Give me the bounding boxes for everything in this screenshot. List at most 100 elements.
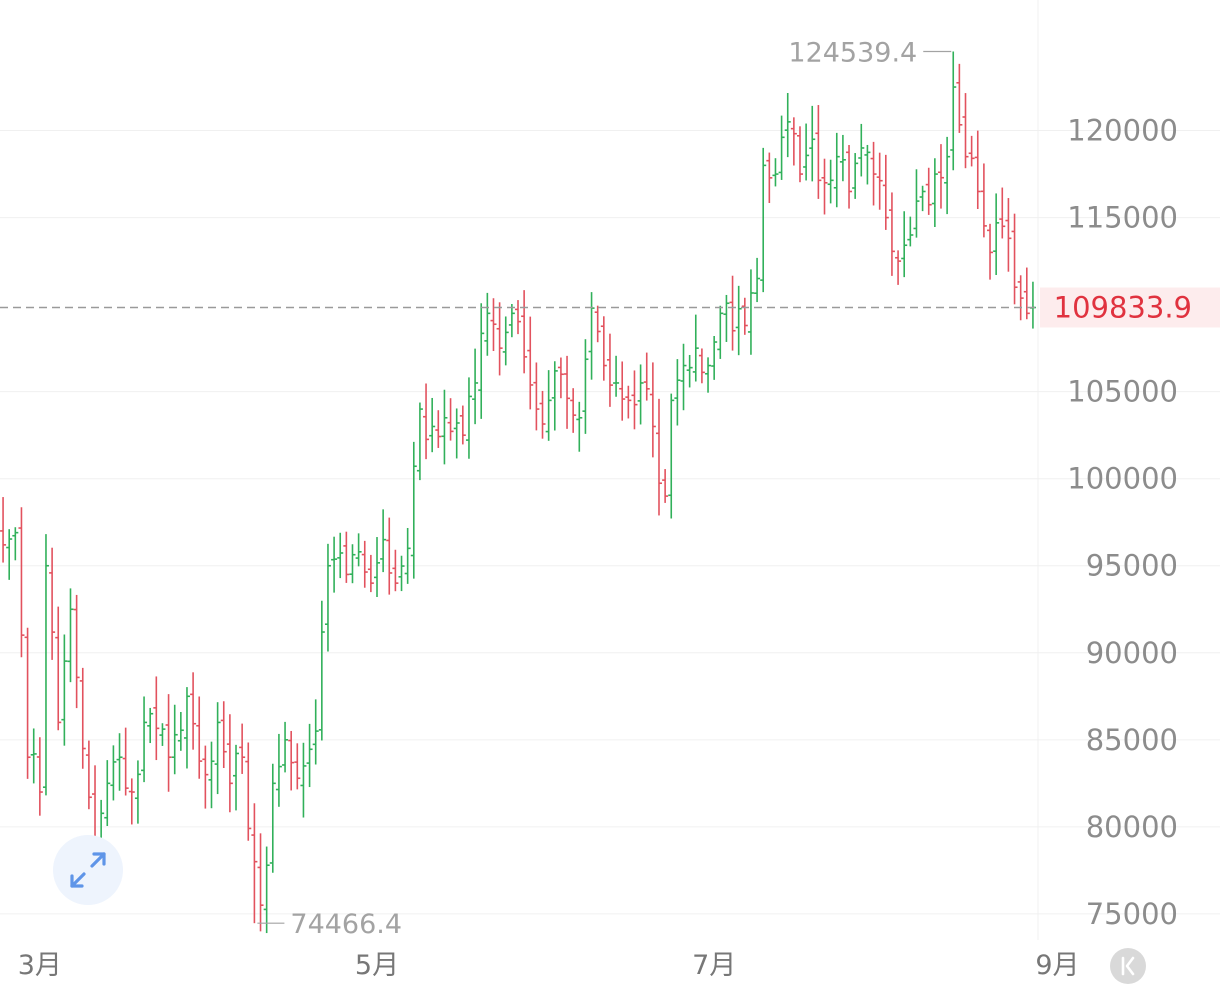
- ohlc-bar-156: [956, 63, 963, 133]
- ohlc-bar-48: [294, 743, 301, 790]
- ohlc-bar-35: [214, 702, 221, 795]
- ohlc-bar-128: [784, 93, 791, 158]
- ohlc-bar-157: [962, 93, 969, 169]
- y-axis-labels: 75000 80000 85000 90000 95000 100000 105000 115…: [1067, 114, 1178, 931]
- y-tick-label-4: 95000: [1086, 549, 1178, 583]
- ohlc-bar-7: [42, 534, 49, 796]
- ohlc-bar-55: [337, 532, 344, 579]
- expand-chart-button[interactable]: [53, 835, 123, 905]
- ohlc-bar-135: [827, 159, 834, 204]
- ohlc-bar-161: [987, 223, 994, 280]
- chevrons-left-icon: [1121, 956, 1135, 976]
- ohlc-bar-125: [766, 152, 773, 204]
- ohlc-bar-147: [901, 211, 908, 278]
- y-tick-label-8: 120000: [1067, 114, 1178, 148]
- ohlc-bar-50: [306, 723, 313, 788]
- ohlc-bar-8: [49, 547, 56, 660]
- ohlc-bar-67: [410, 441, 417, 579]
- ohlc-bar-163: [999, 187, 1006, 239]
- ohlc-bar-74: [453, 408, 460, 459]
- ohlc-bar-122: [747, 269, 754, 355]
- ohlc-bar-162: [993, 193, 1000, 275]
- ohlc-bar-12: [73, 594, 80, 709]
- y-tick-label-1: 80000: [1086, 810, 1178, 844]
- ohlc-bar-140: [858, 123, 865, 177]
- x-tick-label-2: 7月: [692, 950, 736, 981]
- ohlc-bar-154: [944, 136, 951, 215]
- ohlc-bar-44: [269, 763, 276, 873]
- ohlc-bar-79: [484, 292, 491, 356]
- ohlc-bar-113: [692, 314, 699, 382]
- ohlc-bar-167: [1023, 267, 1030, 320]
- ohlc-bar-102: [625, 385, 632, 419]
- ohlc-bar-63: [386, 517, 393, 595]
- ohlc-bar-64: [392, 549, 399, 592]
- ohlc-bar-160: [980, 163, 987, 238]
- ohlc-bar-153: [937, 144, 944, 209]
- ohlc-bar-145: [888, 192, 895, 276]
- ohlc-bar-166: [1017, 275, 1024, 321]
- ohlc-bar-110: [674, 359, 681, 426]
- ohlc-bar-149: [913, 169, 920, 238]
- current-price-label: 109833.9: [1054, 291, 1192, 325]
- ohlc-bar-28: [171, 704, 178, 775]
- ohlc-bar-24: [147, 707, 154, 744]
- ohlc-bar-134: [821, 158, 828, 215]
- x-tick-label-1: 5月: [355, 950, 399, 981]
- ohlc-bar-10: [61, 634, 68, 746]
- ohlc-bar-114: [698, 348, 705, 384]
- ohlc-bar-139: [852, 153, 859, 199]
- ohlc-bar-117: [717, 305, 724, 359]
- grid-lines: [0, 130, 1220, 915]
- current-price-marker: 109833.9: [0, 287, 1220, 328]
- low-price-label: 74466.4: [290, 909, 402, 940]
- ohlc-bar-124: [760, 147, 767, 293]
- ohlc-bar-9: [55, 606, 62, 731]
- ohlc-bar-26: [159, 723, 166, 746]
- ohlc-bar-109: [668, 393, 675, 519]
- ohlc-bar-126: [772, 158, 779, 187]
- ohlc-bar-87: [533, 362, 540, 431]
- ohlc-bar-59: [361, 540, 368, 588]
- ohlc-bar-73: [447, 398, 454, 441]
- ohlc-bar-62: [380, 509, 387, 573]
- ohlc-bar-143: [876, 152, 883, 210]
- ohlc-bar-133: [815, 105, 822, 199]
- ohlc-bar-66: [404, 527, 411, 584]
- ohlc-bar-20: [122, 727, 129, 796]
- ohlc-bar-86: [527, 316, 534, 410]
- ohlc-bar-33: [202, 745, 209, 809]
- low-annotation: 74466.4: [257, 909, 402, 940]
- ohlc-bar-136: [833, 132, 840, 208]
- ohlc-bar-18: [110, 745, 117, 801]
- ohlc-bar-37: [226, 714, 233, 813]
- ohlc-bar-3: [18, 507, 25, 658]
- collapse-panel-button[interactable]: [1110, 948, 1146, 984]
- ohlc-bar-14: [85, 740, 92, 810]
- ohlc-bar-144: [882, 154, 889, 230]
- y-tick-label-2: 85000: [1086, 723, 1178, 757]
- ohlc-bar-94: [576, 401, 583, 452]
- ohlc-bars: [0, 51, 1036, 934]
- ohlc-bar-71: [435, 410, 442, 448]
- ohlc-bar-103: [631, 370, 638, 430]
- ohlc-bar-43: [263, 846, 270, 934]
- ohlc-bar-21: [128, 778, 135, 825]
- ohlc-bar-96: [588, 292, 595, 380]
- x-axis-labels: 3月 5月 7月 9月: [18, 950, 1080, 981]
- ohlc-bar-107: [655, 398, 662, 516]
- ohlc-bar-42: [257, 833, 264, 932]
- expand-arrows-icon: [70, 852, 106, 888]
- ohlc-bar-39: [239, 723, 246, 774]
- ohlc-bar-91: [557, 357, 564, 399]
- ohlc-bar-115: [705, 357, 712, 393]
- ohlc-bar-165: [1011, 213, 1018, 305]
- ohlc-bar-27: [165, 694, 172, 792]
- ohlc-bar-68: [416, 402, 423, 481]
- y-tick-label-3: 90000: [1086, 636, 1178, 670]
- ohlc-bar-100: [613, 355, 620, 397]
- ohlc-bar-22: [134, 760, 141, 824]
- ohlc-bar-41: [251, 803, 258, 924]
- high-annotation: 124539.4: [788, 38, 952, 69]
